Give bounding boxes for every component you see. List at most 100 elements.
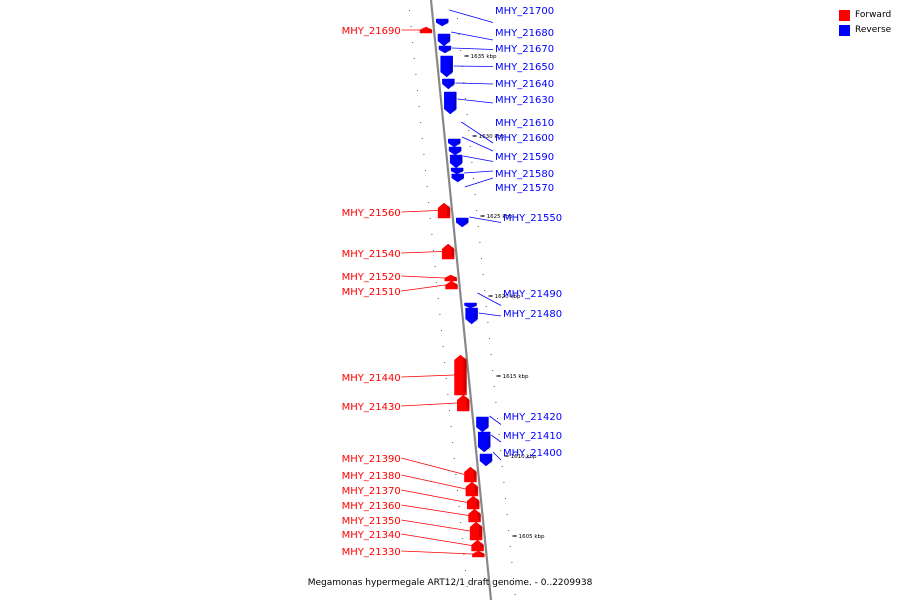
gene-label-connector — [464, 170, 494, 174]
gene-MHY_21690[interactable]: MHY_21690 — [342, 26, 433, 37]
gene-label[interactable]: MHY_21650 — [495, 62, 554, 73]
gene-arrow[interactable] — [441, 243, 455, 260]
gene-arrow[interactable] — [464, 302, 477, 309]
gene-label[interactable]: MHY_21680 — [495, 28, 554, 39]
gene-label[interactable]: MHY_21590 — [495, 152, 554, 163]
gene-label[interactable]: MHY_21690 — [342, 26, 401, 37]
gene-MHY_21490[interactable]: MHY_21490 — [464, 289, 563, 309]
gene-label-connector — [469, 216, 502, 223]
gene-arrow[interactable] — [437, 202, 451, 219]
gene-MHY_21510[interactable]: MHY_21510 — [342, 280, 458, 298]
gene-MHY_21350[interactable]: MHY_21350 — [342, 516, 483, 541]
gene-MHY_21650[interactable]: MHY_21650 — [440, 55, 554, 78]
gene-label[interactable]: MHY_21380 — [342, 471, 401, 482]
gene-MHY_21610[interactable]: MHY_21610 — [448, 118, 554, 148]
gene-arrow[interactable] — [451, 173, 465, 183]
minor-tick-left — [421, 138, 423, 139]
gene-MHY_21590[interactable]: MHY_21590 — [449, 152, 554, 169]
gene-label[interactable]: MHY_21430 — [342, 402, 401, 413]
gene-arrow[interactable] — [464, 466, 477, 483]
gene-label[interactable]: MHY_21400 — [503, 448, 562, 459]
gene-MHY_21550[interactable]: MHY_21550 — [456, 213, 562, 228]
gene-label[interactable]: MHY_21550 — [503, 213, 562, 224]
gene-label[interactable]: MHY_21700 — [495, 6, 554, 17]
gene-arrow[interactable] — [449, 154, 463, 169]
gene-label[interactable]: MHY_21330 — [342, 547, 401, 558]
gene-MHY_21560[interactable]: MHY_21560 — [342, 202, 451, 219]
gene-label[interactable]: MHY_21560 — [342, 208, 401, 219]
gene-MHY_21380[interactable]: MHY_21380 — [342, 471, 479, 497]
gene-shade — [447, 205, 451, 216]
gene-label[interactable]: MHY_21610 — [495, 118, 554, 129]
gene-MHY_21480[interactable]: MHY_21480 — [465, 307, 562, 325]
gene-arrow[interactable] — [445, 280, 458, 290]
gene-arrow[interactable] — [419, 26, 433, 34]
gene-MHY_21440[interactable]: MHY_21440 — [342, 354, 467, 396]
gene-arrow[interactable] — [440, 55, 453, 78]
gene-arrow[interactable] — [448, 146, 462, 156]
gene-arrow[interactable] — [465, 307, 478, 325]
gene-MHY_21430[interactable]: MHY_21430 — [342, 394, 470, 413]
gene-MHY_21400[interactable]: MHY_21400 — [479, 448, 562, 467]
gene-MHY_21410[interactable]: MHY_21410 — [477, 431, 562, 453]
gene-arrow[interactable] — [476, 416, 489, 433]
gene-arrow[interactable] — [454, 354, 467, 396]
gene-label[interactable]: MHY_21360 — [342, 501, 401, 512]
gene-MHY_21360[interactable]: MHY_21360 — [342, 501, 481, 523]
gene-arrow[interactable] — [436, 18, 449, 27]
gene-arrow[interactable] — [444, 91, 457, 115]
gene-MHY_21420[interactable]: MHY_21420 — [476, 412, 562, 433]
gene-MHY_21390[interactable]: MHY_21390 — [342, 454, 477, 483]
gene-label-connector — [401, 489, 468, 503]
gene-label[interactable]: MHY_21370 — [342, 486, 401, 497]
gene-label[interactable]: MHY_21580 — [495, 169, 554, 180]
gene-label[interactable]: MHY_21630 — [495, 95, 554, 106]
gene-MHY_21520[interactable]: MHY_21520 — [342, 272, 458, 283]
gene-MHY_21370[interactable]: MHY_21370 — [342, 486, 480, 510]
gene-label[interactable]: MHY_21410 — [503, 431, 562, 442]
gene-MHY_21680[interactable]: MHY_21680 — [437, 28, 554, 47]
gene-label[interactable]: MHY_21440 — [342, 373, 401, 384]
gene-arrow[interactable] — [471, 539, 484, 552]
gene-arrow[interactable] — [465, 481, 479, 497]
gene-MHY_21580[interactable]: MHY_21580 — [450, 167, 554, 180]
gene-label[interactable]: MHY_21520 — [342, 272, 401, 283]
gene-MHY_21640[interactable]: MHY_21640 — [442, 78, 554, 90]
gene-label[interactable]: MHY_21350 — [342, 516, 401, 527]
gene-label-connector — [401, 402, 458, 407]
gene-MHY_21630[interactable]: MHY_21630 — [444, 91, 554, 115]
gene-MHY_21340[interactable]: MHY_21340 — [342, 530, 484, 552]
gene-label[interactable]: MHY_21390 — [342, 454, 401, 465]
gene-arrow[interactable] — [450, 167, 464, 175]
gene-arrow[interactable] — [477, 431, 491, 453]
gene-label[interactable]: MHY_21420 — [503, 412, 562, 423]
gene-MHY_21670[interactable]: MHY_21670 — [438, 44, 554, 55]
gene-MHY_21570[interactable]: MHY_21570 — [451, 173, 554, 194]
minor-tick-right — [498, 434, 500, 435]
gene-label[interactable]: MHY_21640 — [495, 79, 554, 90]
gene-arrow[interactable] — [479, 453, 493, 467]
gene-shade — [463, 357, 467, 393]
gene-label[interactable]: MHY_21490 — [503, 289, 562, 300]
gene-label[interactable]: MHY_21570 — [495, 183, 554, 194]
gene-label[interactable]: MHY_21510 — [342, 287, 401, 298]
gene-label[interactable]: MHY_21670 — [495, 44, 554, 55]
gene-arrow[interactable] — [444, 274, 458, 282]
gene-arrow[interactable] — [456, 217, 469, 228]
gene-label[interactable]: MHY_21340 — [342, 530, 401, 541]
gene-label[interactable]: MHY_21600 — [495, 133, 554, 144]
gene-MHY_21330[interactable]: MHY_21330 — [342, 547, 485, 558]
gene-label[interactable]: MHY_21540 — [342, 249, 401, 260]
gene-MHY_21540[interactable]: MHY_21540 — [342, 243, 455, 260]
gene-MHY_21600[interactable]: MHY_21600 — [448, 133, 554, 156]
gene-arrow[interactable] — [472, 550, 485, 558]
gene-arrow[interactable] — [448, 138, 461, 148]
gene-arrow[interactable] — [442, 78, 455, 90]
gene-MHY_21700[interactable]: MHY_21700 — [436, 6, 554, 27]
gene-arrow[interactable] — [437, 33, 451, 47]
gene-arrow[interactable] — [469, 521, 483, 541]
gene-arrow[interactable] — [438, 45, 452, 54]
gene-label[interactable]: MHY_21480 — [503, 309, 562, 320]
gene-shade — [477, 511, 481, 520]
gene-arrow[interactable] — [457, 394, 470, 412]
